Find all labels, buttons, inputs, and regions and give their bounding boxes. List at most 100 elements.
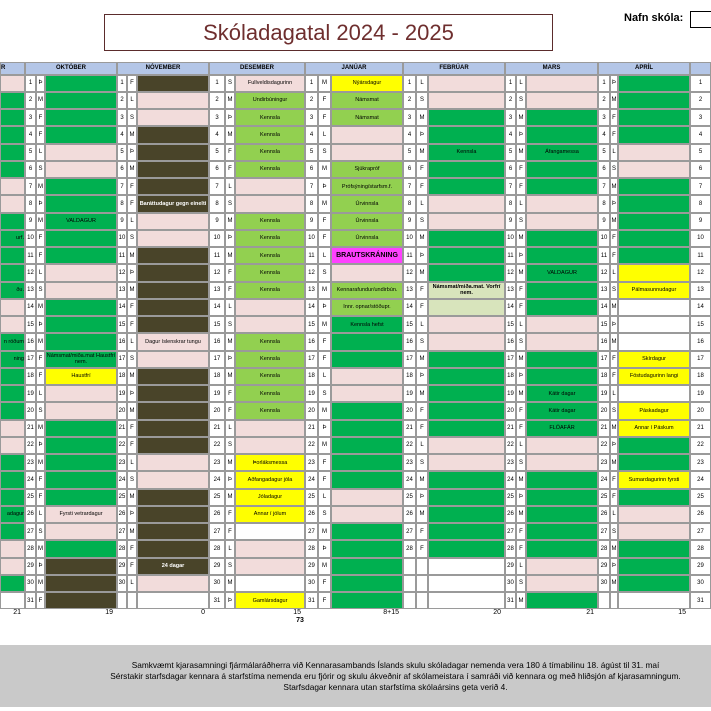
weekday: F <box>610 471 618 489</box>
day-number: 18 <box>505 367 516 385</box>
day-number: 2 <box>305 91 318 109</box>
day-number: 14 <box>505 298 516 316</box>
event-cell <box>137 505 209 523</box>
day-number: 5 <box>25 143 36 161</box>
event-cell <box>618 178 690 196</box>
event-cell <box>0 264 25 282</box>
event-cell <box>428 74 505 92</box>
month-header: JANÚAR <box>305 62 403 75</box>
weekday: M <box>127 247 137 265</box>
weekday: F <box>225 160 235 178</box>
day-number: 29 <box>598 557 610 575</box>
event-cell <box>618 247 690 265</box>
event-cell <box>45 229 117 247</box>
weekday: F <box>318 212 331 230</box>
weekday: F <box>610 350 618 368</box>
event-cell: Kennsla <box>235 229 305 247</box>
event-cell: Baráttudagur gegn einelti <box>137 195 209 213</box>
day-number: 24 <box>690 471 711 489</box>
weekday: M <box>416 471 428 489</box>
day-number: 17 <box>209 350 225 368</box>
weekday: M <box>416 229 428 247</box>
weekday: F <box>225 281 235 299</box>
event-cell: Nýársdagur <box>331 74 403 92</box>
day-number: 18 <box>403 367 416 385</box>
event-cell <box>526 523 598 541</box>
weekday: F <box>225 505 235 523</box>
event-cell: BRAUTSKRÁNING <box>331 247 403 265</box>
footer-line: Starfsdagar kennara utan starfstíma skól… <box>283 681 508 692</box>
weekday: F <box>416 523 428 541</box>
event-cell <box>331 436 403 454</box>
event-cell <box>618 592 690 610</box>
weekday: M <box>36 454 45 472</box>
day-number: 10 <box>690 229 711 247</box>
weekday: F <box>127 557 137 575</box>
weekday: F <box>318 592 331 610</box>
footer-line: Samkvæmt kjarasamningi fjármálaráðherra … <box>131 659 660 670</box>
title: Skóladagatal 2024 - 2025 <box>104 14 553 51</box>
weekday: Þ <box>225 592 235 610</box>
event-cell <box>428 436 505 454</box>
day-number: 13 <box>403 281 416 299</box>
weekday <box>416 574 428 592</box>
month-total: 8+15 <box>383 609 399 616</box>
day-number: 24 <box>209 471 225 489</box>
weekday: M <box>610 574 618 592</box>
event-cell <box>526 126 598 144</box>
day-number: 5 <box>403 143 416 161</box>
day-number: 24 <box>117 471 127 489</box>
month-total: 21 <box>586 609 594 616</box>
weekday: M <box>225 333 235 351</box>
event-cell <box>526 592 598 610</box>
event-cell <box>526 471 598 489</box>
weekday: M <box>36 178 45 196</box>
day-number <box>403 574 416 592</box>
event-cell <box>618 264 690 282</box>
weekday: M <box>225 212 235 230</box>
weekday: M <box>127 488 137 506</box>
day-number: 8 <box>305 195 318 213</box>
day-number: 27 <box>505 523 516 541</box>
event-cell <box>235 574 305 592</box>
footer: Samkvæmt kjarasamningi fjármálaráðherra … <box>0 645 711 707</box>
event-cell: Annar í jólum <box>235 505 305 523</box>
weekday: S <box>610 402 618 420</box>
day-number: 26 <box>25 505 36 523</box>
weekday: F <box>318 109 331 127</box>
day-number: 10 <box>403 229 416 247</box>
month-total: 19 <box>105 609 113 616</box>
day-number: 13 <box>305 281 318 299</box>
weekday: F <box>318 454 331 472</box>
event-cell: VALDAGUR <box>526 264 598 282</box>
day-number: 23 <box>505 454 516 472</box>
day-number: 29 <box>690 557 711 575</box>
day-number <box>403 592 416 610</box>
event-cell <box>618 488 690 506</box>
weekday: F <box>516 178 526 196</box>
day-number: 12 <box>305 264 318 282</box>
event-cell <box>428 419 505 437</box>
day-number: 30 <box>117 574 127 592</box>
day-number: 25 <box>690 488 711 506</box>
weekday: S <box>416 91 428 109</box>
day-number: 14 <box>25 298 36 316</box>
event-cell: Haustfrí <box>45 367 117 385</box>
event-cell: Kennsla <box>428 143 505 161</box>
weekday: M <box>516 471 526 489</box>
event-cell <box>526 247 598 265</box>
event-cell <box>137 471 209 489</box>
weekday: M <box>318 195 331 213</box>
weekday: M <box>516 350 526 368</box>
day-number: 14 <box>690 298 711 316</box>
day-number: 3 <box>690 109 711 127</box>
event-cell <box>45 436 117 454</box>
event-cell <box>137 264 209 282</box>
day-number: 29 <box>305 557 318 575</box>
event-cell <box>526 540 598 558</box>
event-cell <box>428 367 505 385</box>
event-cell: Námsmat/miða.mat. Vorfrí nem. <box>428 281 505 299</box>
event-cell <box>0 247 25 265</box>
event-cell <box>0 74 25 92</box>
